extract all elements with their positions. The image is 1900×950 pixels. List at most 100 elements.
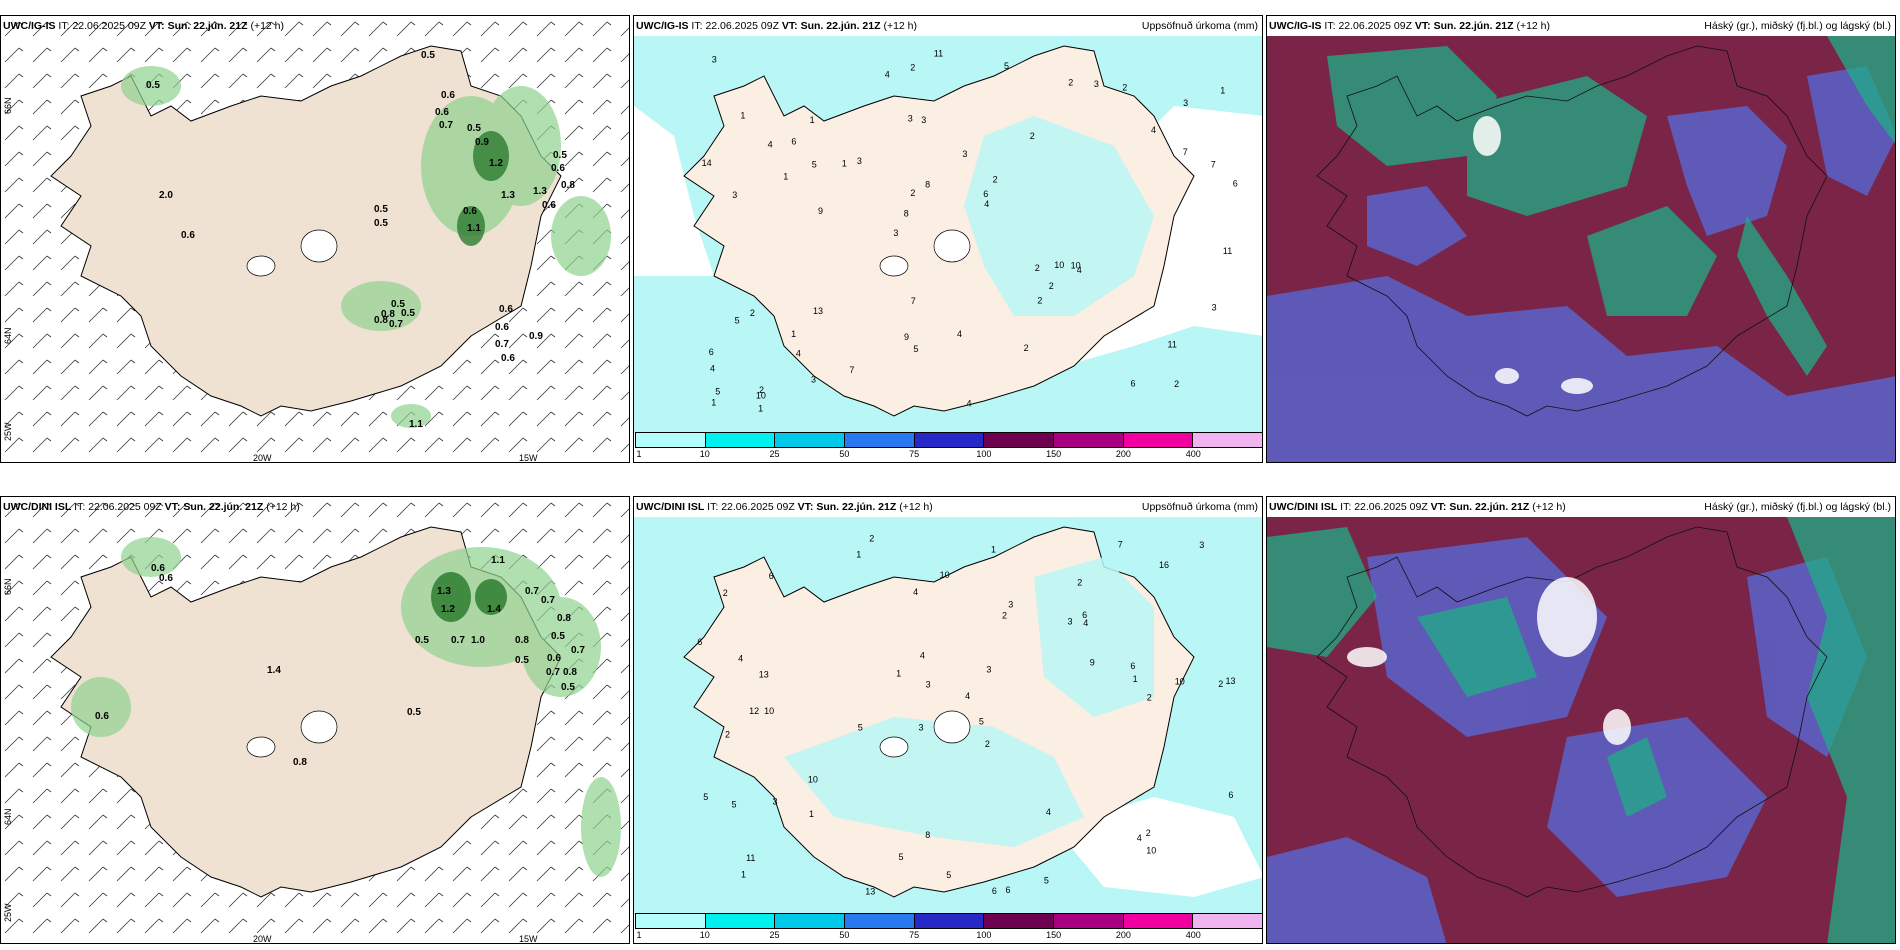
svg-text:0.7: 0.7: [571, 645, 585, 656]
precip-value: 4: [768, 140, 773, 150]
precip-value: 5: [1044, 876, 1049, 886]
svg-text:0.5: 0.5: [407, 707, 421, 718]
colorbar-swatch: [914, 433, 985, 447]
colorbar-swatch: [775, 914, 846, 928]
precip-value: 3: [1094, 79, 1099, 89]
precip-value: 4: [1046, 807, 1051, 817]
svg-text:1.3: 1.3: [501, 190, 515, 201]
precip-value: 4: [796, 348, 801, 358]
precip-value: 3: [811, 374, 816, 384]
precip-value: 3: [921, 115, 926, 125]
colorbar-label: 50: [839, 930, 850, 940]
svg-text:0.8: 0.8: [563, 667, 577, 678]
colorbar-swatch: [636, 914, 706, 928]
colorbar-swatch: [775, 433, 846, 447]
precip-value: 10: [1175, 676, 1185, 686]
svg-text:0.6: 0.6: [151, 563, 165, 574]
precip-value: 6: [791, 137, 796, 147]
colorbar-label: 400: [1185, 930, 1201, 940]
colorbar-swatch: [1054, 914, 1124, 928]
wind-speed-shading: [71, 537, 621, 877]
colorbar-label: 400: [1185, 449, 1201, 459]
colorbar-swatch: [1123, 914, 1194, 928]
precip-value: 1: [711, 398, 716, 408]
precip-value: 7: [911, 296, 916, 306]
glaciers: [246, 229, 338, 277]
svg-text:1.2: 1.2: [441, 604, 455, 615]
precip-value: 1: [856, 549, 861, 559]
precip-value: 2: [1077, 578, 1082, 588]
svg-text:0.6: 0.6: [441, 90, 455, 101]
precip-value: 9: [904, 332, 909, 342]
precip-value: 9: [1090, 657, 1095, 667]
precip-value: 1: [740, 111, 745, 121]
precip-value: 6: [697, 637, 702, 647]
panel-header: UWC/DINI ISL IT: 22.06.2025 09Z VT: Sun.…: [3, 501, 300, 513]
precip-value: 5: [1004, 61, 1009, 71]
precip-value: 3: [986, 664, 991, 674]
precip-value: 11: [746, 853, 755, 863]
svg-text:0.5: 0.5: [391, 299, 405, 310]
colorbar-label: 1: [636, 449, 642, 459]
panel-title-right: Uppsöfnuð úrkoma (mm): [1141, 501, 1258, 513]
precip-value: 3: [1212, 302, 1217, 312]
precip-value: 10: [1146, 845, 1156, 855]
precip-value: 3: [732, 190, 737, 200]
precip-value: 6: [1228, 790, 1233, 800]
precip-value: 13: [759, 670, 769, 680]
precip-value: 8: [904, 209, 909, 219]
precip-value: 1: [1220, 86, 1225, 96]
svg-text:0.5: 0.5: [146, 80, 160, 91]
svg-text:0.6: 0.6: [542, 200, 556, 211]
map-panel-clouds-dini: UWC/DINI ISL IT: 22.06.2025 09Z VT: Sun.…: [1266, 496, 1896, 944]
precip-value: 10: [940, 570, 950, 580]
svg-text:0.8: 0.8: [381, 309, 395, 320]
map-panel-clouds-ig: UWC/IG-IS IT: 22.06.2025 09Z VT: Sun. 22…: [1266, 15, 1896, 463]
precip-value: 1: [758, 404, 763, 414]
colorbar-label: 100: [976, 449, 992, 459]
precip-value: 5: [703, 792, 708, 802]
precip-value: 1: [809, 809, 814, 819]
precip-value: 2: [1218, 679, 1223, 689]
precip-value: 2: [1024, 343, 1029, 353]
precip-value: 11: [1168, 340, 1177, 350]
colorbar-swatch: [914, 914, 985, 928]
precip-value: 4: [957, 329, 962, 339]
colorbar-label: 75: [909, 930, 920, 940]
svg-text:0.8: 0.8: [557, 613, 571, 624]
svg-text:2.0: 2.0: [159, 190, 173, 201]
colorbar-label: 50: [839, 449, 850, 459]
svg-text:1.2: 1.2: [489, 158, 503, 169]
precip-value: 3: [1183, 98, 1188, 108]
precip-map: 2333223323443241262789212136111041123765…: [634, 36, 1262, 434]
precip-value: 6: [769, 571, 774, 581]
panel-header: UWC/IG-IS IT: 22.06.2025 09Z VT: Sun. 22…: [1269, 20, 1551, 32]
precip-value: 2: [1068, 78, 1073, 88]
precip-value: 6: [983, 189, 988, 199]
svg-text:1.0: 1.0: [471, 635, 485, 646]
precip-value: 5: [913, 344, 918, 354]
precip-value: 5: [715, 387, 720, 397]
svg-text:1.1: 1.1: [467, 223, 481, 234]
precip-value: 3: [1068, 617, 1073, 627]
svg-text:0.7: 0.7: [541, 595, 555, 606]
colorbar-swatch: [1123, 433, 1194, 447]
colorbar-label: 1: [636, 930, 642, 940]
precip-value: 3: [926, 680, 931, 690]
precip-value: 13: [813, 306, 823, 316]
precip-value: 5: [858, 722, 863, 732]
precip-value: 11: [1223, 246, 1232, 256]
map-panel-wind-ig: UWC/IG-IS IT: 22.06.2025 09Z VT: Sun. 22…: [0, 15, 630, 463]
precip-value: 6: [709, 347, 714, 357]
precip-value: 2: [1035, 263, 1040, 273]
precip-value: 4: [1151, 125, 1156, 135]
svg-text:0.5: 0.5: [415, 635, 429, 646]
svg-text:0.6: 0.6: [95, 711, 109, 722]
svg-text:1.3: 1.3: [437, 586, 451, 597]
colorbar-swatch: [984, 433, 1055, 447]
svg-text:0.9: 0.9: [529, 331, 543, 342]
colorbar-label: 25: [769, 449, 780, 459]
svg-text:0.6: 0.6: [551, 163, 565, 174]
precip-value: 2: [750, 308, 755, 318]
colorbar-label: 10: [699, 930, 710, 940]
